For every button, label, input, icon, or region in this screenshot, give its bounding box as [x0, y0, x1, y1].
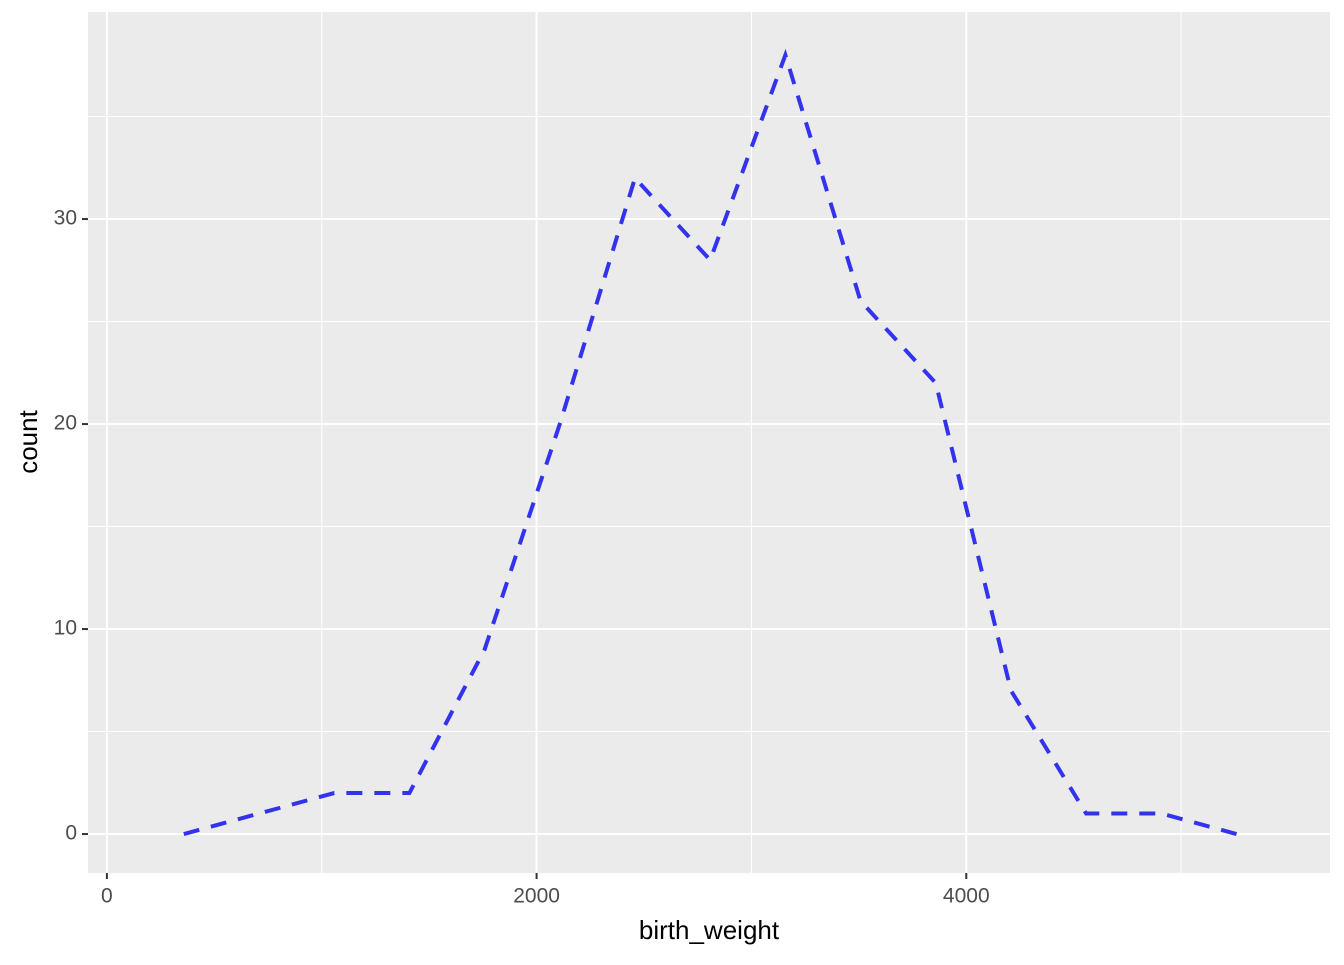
y-tick-label: 30: [54, 207, 77, 230]
marks: [183, 48, 1238, 836]
x-tick-label: 4000: [943, 885, 990, 908]
data-line: [183, 48, 1238, 836]
x-tick-label: 2000: [513, 885, 560, 908]
x-tick-label: 0: [101, 885, 113, 908]
grid: [88, 12, 1330, 873]
y-tick-label: 10: [54, 617, 77, 640]
y-tick-label: 20: [54, 412, 77, 435]
y-tick-label: 0: [65, 822, 77, 845]
y-axis-label: count: [13, 409, 43, 473]
x-axis-label: birth_weight: [639, 915, 780, 945]
panel: [88, 12, 1330, 873]
